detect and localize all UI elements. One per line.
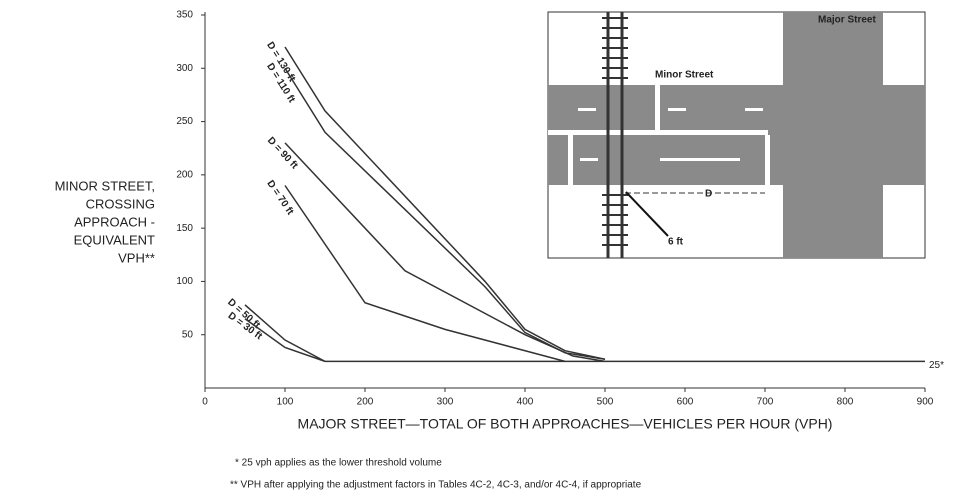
y-tick-label: 100 — [176, 276, 193, 287]
stop-bar — [655, 85, 660, 130]
y-axis-title: MINOR STREET, — [55, 178, 155, 193]
lane-line — [548, 130, 768, 135]
y-tick-label: 200 — [176, 169, 193, 180]
x-tick-label: 500 — [597, 397, 614, 408]
offset-label: 6 ft — [668, 237, 684, 248]
footnote: * 25 vph applies as the lower threshold … — [235, 458, 442, 469]
y-tick-label: 350 — [176, 10, 193, 21]
x-tick-label: 0 — [202, 397, 208, 408]
x-tick-label: 200 — [357, 397, 374, 408]
y-tick-label: 150 — [176, 223, 193, 234]
y-axis-title: VPH** — [118, 250, 155, 265]
y-axis-title: APPROACH - — [74, 214, 155, 229]
footnote: ** VPH after applying the adjustment fac… — [230, 480, 642, 491]
stop-bar — [568, 135, 573, 185]
y-tick-label: 50 — [182, 329, 194, 340]
chart: Major Street Minor Street D 6 ft MAJOR S… — [0, 0, 954, 498]
line-label: 25* — [929, 360, 944, 371]
stop-bar — [765, 135, 770, 185]
x-tick-label: 100 — [277, 397, 294, 408]
y-tick-label: 300 — [176, 63, 193, 74]
y-tick-label: 250 — [176, 116, 193, 127]
line-label: D = 70 ft — [264, 178, 296, 217]
distance-label: D — [705, 189, 712, 200]
y-axis-title: CROSSING — [86, 196, 155, 211]
x-tick-label: 800 — [837, 397, 854, 408]
minor-street-label: Minor Street — [655, 70, 714, 81]
x-tick-label: 400 — [517, 397, 534, 408]
x-axis-title: MAJOR STREET—TOTAL OF BOTH APPROACHES—VE… — [298, 416, 833, 432]
line — [285, 186, 565, 362]
x-tick-label: 600 — [677, 397, 694, 408]
x-tick-label: 300 — [437, 397, 454, 408]
major-street-label: Major Street — [818, 15, 876, 26]
x-tick-label: 900 — [917, 397, 934, 408]
x-tick-label: 700 — [757, 397, 774, 408]
inset-diagram: Major Street Minor Street D 6 ft — [548, 12, 925, 258]
y-axis-title: EQUIVALENT — [74, 232, 155, 247]
